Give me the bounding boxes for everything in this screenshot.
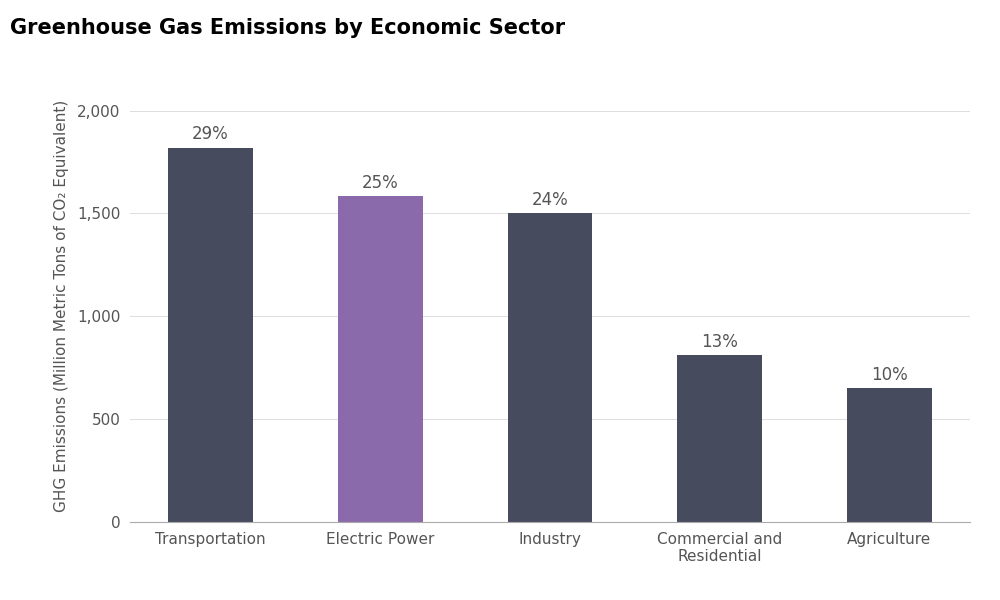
- Text: Greenhouse Gas Emissions by Economic Sector: Greenhouse Gas Emissions by Economic Sec…: [10, 18, 565, 38]
- Text: 25%: 25%: [362, 174, 399, 192]
- Bar: [338, 196, 423, 522]
- Y-axis label: GHG Emissions (Million Metric Tons of CO₂ Equivalent): GHG Emissions (Million Metric Tons of CO…: [54, 100, 69, 512]
- Text: 24%: 24%: [532, 191, 568, 209]
- Bar: [847, 388, 932, 522]
- Text: 29%: 29%: [192, 125, 229, 143]
- Bar: [168, 148, 253, 522]
- Text: 13%: 13%: [701, 333, 738, 351]
- Bar: [508, 214, 592, 522]
- Text: 10%: 10%: [871, 366, 908, 384]
- Bar: [677, 355, 762, 522]
